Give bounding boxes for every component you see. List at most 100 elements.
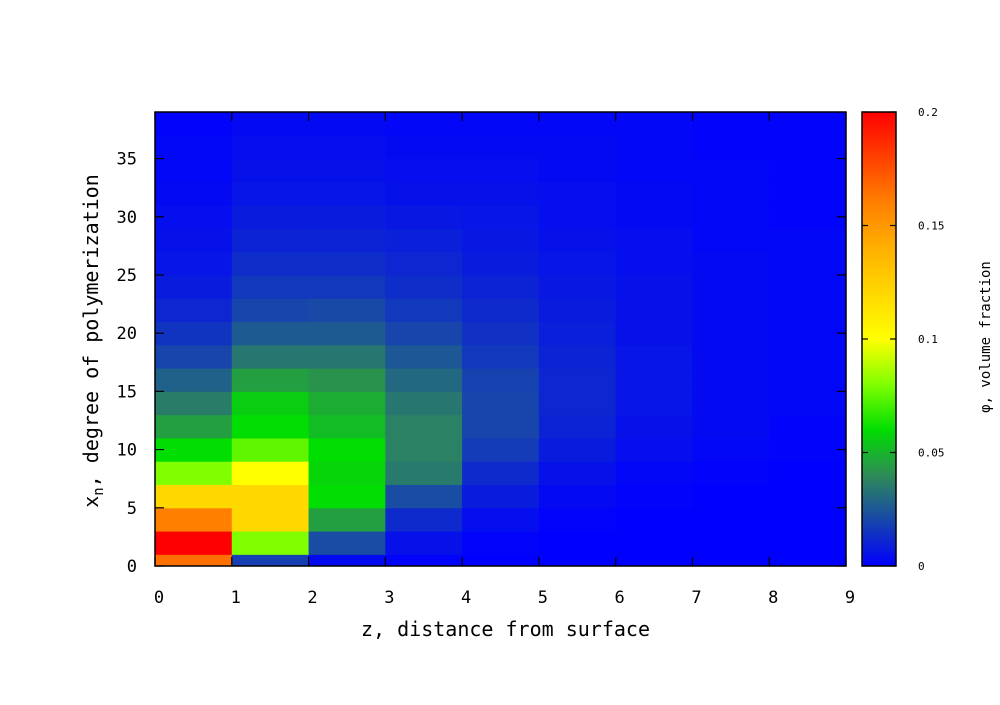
colorbar-tick-label: 0.2	[918, 106, 938, 119]
x-tick-label: 7	[691, 588, 701, 608]
heatmap-cell	[155, 484, 233, 509]
heatmap-cell	[538, 251, 617, 276]
heatmap-cell	[155, 344, 233, 369]
heatmap-cell	[692, 181, 770, 206]
heatmap-cell	[769, 112, 847, 136]
heatmap-cell	[615, 205, 693, 229]
heatmap-cell	[462, 368, 540, 392]
heatmap-cell	[692, 298, 770, 323]
x-tick-label: 4	[461, 588, 471, 608]
heatmap-cell	[231, 554, 310, 567]
heatmap-cell	[692, 321, 770, 346]
heatmap-cell	[538, 461, 617, 486]
heatmap-cell	[231, 484, 310, 509]
heatmap-cell	[769, 391, 847, 416]
heatmap-cell	[462, 437, 540, 462]
heatmap-cell	[538, 368, 617, 392]
heatmap-cell	[462, 391, 540, 416]
plot-frame	[154, 111, 847, 567]
heatmap-cell	[231, 531, 310, 555]
heatmap-cell	[231, 274, 310, 299]
heatmap-cell	[538, 414, 617, 439]
x-axis-ticks: 0 1 2 3 4 5 6 7 8 9	[154, 112, 855, 608]
heatmap-cell	[155, 135, 233, 160]
heatmap-cell	[615, 507, 693, 532]
heatmap-cell	[231, 321, 310, 346]
heatmap-cell	[231, 461, 310, 486]
heatmap-cell	[769, 321, 847, 346]
heatmap-cell	[462, 554, 540, 567]
heatmap-cell	[615, 112, 693, 136]
heatmap-cell	[538, 391, 617, 416]
heatmap-cell	[231, 158, 310, 183]
heatmap-cell	[462, 531, 540, 555]
heatmap-cell	[155, 251, 233, 276]
heatmap-cell	[231, 205, 310, 229]
heatmap-cell	[308, 321, 386, 346]
heatmap-cell	[385, 112, 463, 136]
heatmap-cell	[692, 461, 770, 486]
heatmap-cell	[538, 344, 617, 369]
heatmap-cell	[385, 181, 463, 206]
heatmap-cell	[692, 414, 770, 439]
heatmap-cell	[155, 414, 233, 439]
heatmap-cell	[462, 228, 540, 253]
heatmap-cell	[538, 507, 617, 532]
heatmap-cell	[308, 368, 386, 392]
colorbar-ticks: 0 0.05 0.1 0.15 0.2	[862, 106, 945, 573]
heatmap-cell	[231, 437, 310, 462]
heatmap-cell	[462, 461, 540, 486]
heatmap-cell	[308, 484, 386, 509]
heatmap-cell	[308, 298, 386, 323]
heatmap-cell	[462, 321, 540, 346]
heatmap-cell	[615, 274, 693, 299]
heatmap-cell	[155, 298, 233, 323]
heatmap-cell	[155, 461, 233, 486]
heatmap-cell	[769, 554, 847, 567]
heatmap-cell	[462, 414, 540, 439]
heatmap-cell	[615, 414, 693, 439]
heatmap-cell	[308, 135, 386, 160]
heatmap-cell	[385, 484, 463, 509]
heatmap-cell	[155, 112, 233, 136]
colorbar-tick-label: 0	[918, 560, 925, 573]
heatmap-cell	[615, 437, 693, 462]
heatmap-cell	[769, 484, 847, 509]
heatmap-cell	[615, 368, 693, 392]
heatmap-cell	[231, 507, 310, 532]
heatmap-cell	[769, 414, 847, 439]
heatmap-cell	[692, 437, 770, 462]
heatmap-cell	[231, 391, 310, 416]
colorbar-tick-label: 0.15	[918, 220, 945, 233]
heatmap-cell	[462, 298, 540, 323]
heatmap-cell	[615, 484, 693, 509]
heatmap-cell	[308, 228, 386, 253]
heatmap-cell	[538, 228, 617, 253]
heatmap-cell	[385, 414, 463, 439]
x-tick-label: 5	[538, 588, 548, 608]
heatmap-cell	[385, 461, 463, 486]
heatmap-cell	[462, 181, 540, 206]
heatmap-cell	[385, 368, 463, 392]
heatmap-cell	[155, 531, 233, 555]
heatmap-cell	[538, 531, 617, 555]
heatmap-cell	[769, 228, 847, 253]
heatmap-cell	[155, 507, 233, 532]
heatmap-cell	[231, 251, 310, 276]
heatmap-cell	[155, 181, 233, 206]
heatmap-cell	[155, 391, 233, 416]
heatmap-cell	[538, 181, 617, 206]
heatmap-cell	[538, 135, 617, 160]
heatmap-cell	[308, 158, 386, 183]
heatmap-cell	[308, 274, 386, 299]
heatmap-cell	[462, 205, 540, 229]
colorbar-tick-label: 0.05	[918, 447, 945, 460]
heatmap-cell	[308, 112, 386, 136]
heatmap-cell	[615, 181, 693, 206]
heatmap-cell	[692, 158, 770, 183]
heatmap-cell	[155, 158, 233, 183]
heatmap-cell	[692, 274, 770, 299]
heatmap-cell	[615, 321, 693, 346]
heatmap-cell	[769, 298, 847, 323]
